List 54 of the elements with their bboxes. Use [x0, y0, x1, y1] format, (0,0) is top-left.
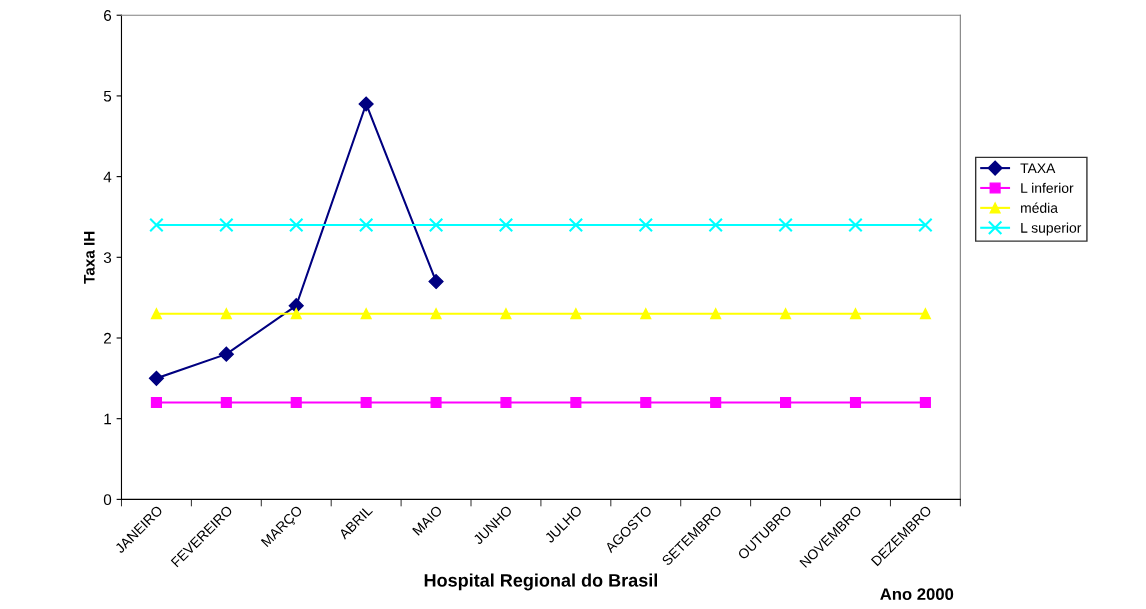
point: [708, 217, 723, 233]
point: [428, 273, 444, 290]
point: [428, 217, 444, 233]
y-tick-label: 6: [104, 10, 112, 21]
y-tick-label: 1: [104, 413, 112, 425]
point: [430, 396, 442, 409]
point: [150, 308, 162, 320]
legend-label: TAXA: [1020, 163, 1056, 173]
point: [218, 346, 234, 362]
point: [710, 396, 722, 409]
point: [640, 308, 652, 320]
point: [358, 217, 374, 233]
point: [358, 96, 374, 112]
point: [290, 396, 302, 409]
point: [220, 308, 232, 320]
y-tick-label: 5: [103, 90, 112, 102]
point: [919, 396, 931, 409]
point: [780, 396, 792, 409]
point: [568, 217, 584, 233]
point: [570, 396, 582, 409]
point: [640, 396, 652, 409]
point: [290, 308, 302, 320]
y-tick-label: 4: [103, 171, 112, 183]
point: [150, 396, 162, 409]
point: [849, 308, 862, 320]
point: [500, 396, 512, 409]
point: [570, 308, 582, 320]
text: Ano 2000: [880, 588, 954, 601]
y-axis-title: Taxa IH: [84, 231, 95, 284]
point: [710, 308, 722, 320]
point: [219, 217, 234, 233]
point: [780, 308, 792, 320]
point: [148, 370, 164, 386]
point: [288, 217, 304, 233]
x-axis-title: Hospital Regional do Brasil: [424, 573, 658, 591]
point: [149, 217, 164, 233]
point: [498, 217, 514, 233]
point: [638, 217, 654, 233]
point: [918, 217, 933, 233]
point: [430, 308, 442, 320]
point: [778, 217, 793, 233]
point: [848, 217, 863, 233]
y-tick-label: 0: [103, 494, 112, 506]
point: [360, 308, 372, 320]
point: [360, 396, 372, 409]
legend-label: L inferior: [1021, 182, 1074, 193]
point: [220, 396, 232, 409]
y-tick-label: 3: [103, 252, 112, 263]
point: [849, 396, 862, 409]
point: [919, 308, 931, 320]
legend-label: média: [1021, 202, 1058, 213]
y-tick-label: 2: [104, 332, 111, 344]
point: [500, 308, 512, 320]
legend-label: L superior: [1021, 222, 1082, 236]
